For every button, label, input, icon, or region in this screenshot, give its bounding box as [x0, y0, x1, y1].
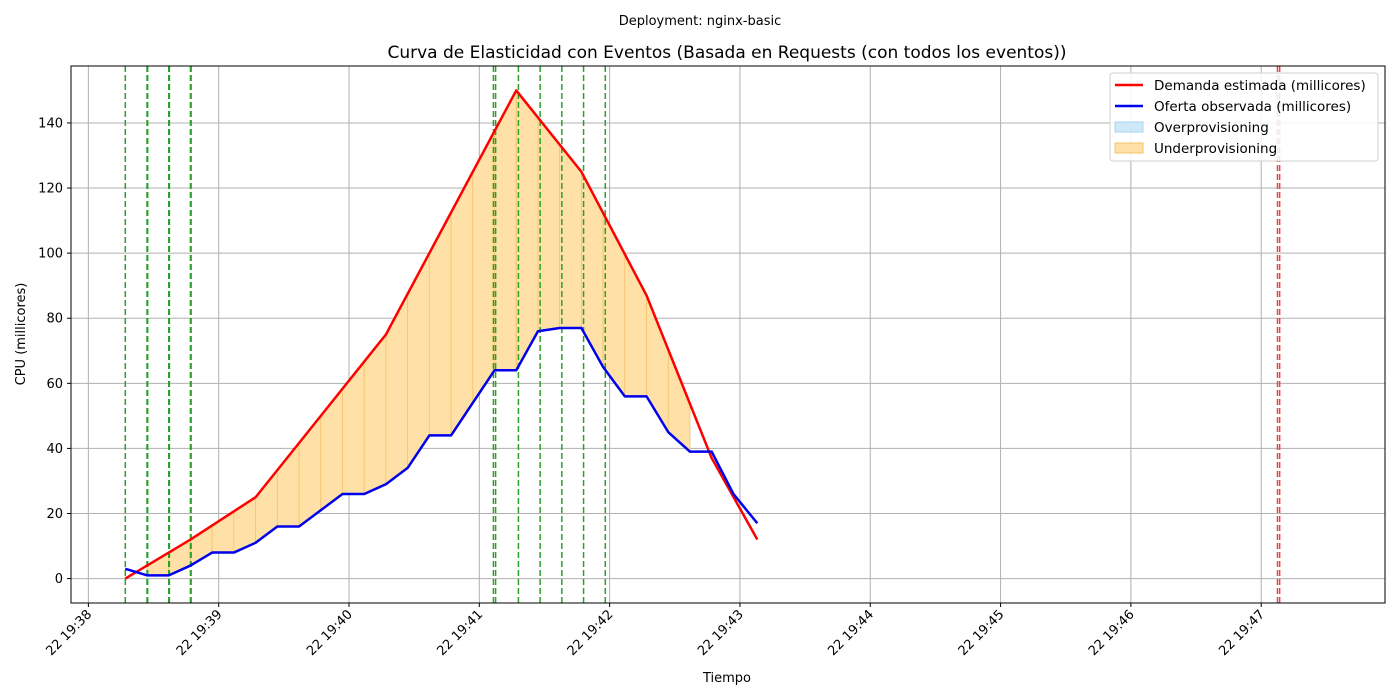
x-tick-label: 22 19:45 [956, 607, 1008, 659]
underprovisioning-segment [580, 171, 604, 369]
legend: Demanda estimada (millicores) Oferta obse… [1109, 72, 1379, 162]
y-tick-label: 60 [46, 377, 63, 392]
underprovisioning-segment [515, 89, 539, 372]
underprovisioning-segment [494, 90, 517, 371]
underprovisioning-segment [559, 143, 582, 329]
underprovisioning-segment [537, 116, 561, 332]
x-tick-label: 22 19:43 [695, 607, 747, 659]
demand-line [124, 89, 759, 580]
y-tick-label: 20 [46, 507, 63, 522]
underprovisioning-segment [646, 295, 669, 434]
x-tick-label: 22 19:40 [304, 607, 356, 659]
underprovisioning-segment [472, 130, 495, 405]
legend-box [1109, 72, 1379, 162]
legend-swatch-patch [1114, 142, 1144, 154]
underprovisioning-segment [602, 212, 626, 398]
legend-label: Overprovisioning [1154, 120, 1269, 136]
chart-title: Curva de Elasticidad con Eventos (Basada… [387, 43, 1066, 63]
series-lines [124, 89, 759, 580]
chart-suptitle: Deployment: nginx-basic [619, 14, 782, 29]
y-tick-label: 100 [38, 247, 63, 262]
x-tick-label: 22 19:39 [174, 607, 226, 659]
supply-line [124, 326, 759, 577]
legend-swatch-patch [1114, 121, 1144, 133]
y-axis-label: CPU (millicores) [14, 283, 29, 386]
legend-label: Demanda estimada (millicores) [1154, 78, 1366, 94]
x-tick-label: 22 19:47 [1216, 607, 1268, 659]
underprovisioning-segment [342, 360, 365, 495]
y-tick-label: 140 [38, 116, 63, 131]
x-tick-label: 22 19:46 [1086, 607, 1138, 659]
y-tick-label: 40 [46, 442, 63, 457]
legend-label: Oferta observada (millicores) [1154, 99, 1351, 115]
x-tick-label: 22 19:44 [825, 607, 877, 659]
x-tick-label: 22 19:42 [565, 607, 617, 659]
underprovisioning-segment [255, 468, 278, 544]
x-tick-label: 22 19:41 [434, 607, 486, 659]
x-tick-label: 22 19:38 [43, 607, 95, 659]
y-axis-ticks: 0 20 40 60 80 100 120 140 [38, 116, 71, 587]
y-tick-label: 0 [55, 572, 63, 587]
underprovisioning-area [146, 89, 691, 576]
y-tick-label: 120 [38, 182, 63, 197]
underprovisioning-segment [320, 387, 343, 512]
legend-label: Underprovisioning [1154, 141, 1277, 157]
x-axis-ticks: 22 19:38 22 19:39 22 19:40 22 19:41 22 19:42… [43, 603, 1268, 659]
plot-frame [70, 65, 1386, 604]
underprovisioning-segment [450, 171, 474, 437]
underprovisioning-segment [385, 293, 409, 486]
x-axis-label: Tiempo [702, 671, 751, 686]
y-tick-label: 80 [46, 312, 63, 327]
underprovisioning-segment [298, 414, 322, 528]
